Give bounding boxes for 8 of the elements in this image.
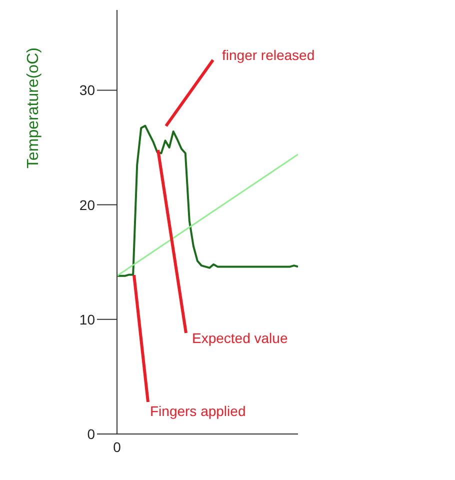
- y-tick-label: 10: [79, 311, 96, 328]
- annotation: Expected value: [192, 330, 288, 346]
- annotation: Fingers applied: [150, 403, 246, 419]
- y-tick-label: 30: [79, 82, 96, 98]
- annotation: finger released: [222, 47, 315, 63]
- y-tick-label: 0: [87, 426, 96, 442]
- y-axis-title: Temperature(oC): [25, 48, 42, 168]
- y-tick-label: 20: [79, 196, 96, 213]
